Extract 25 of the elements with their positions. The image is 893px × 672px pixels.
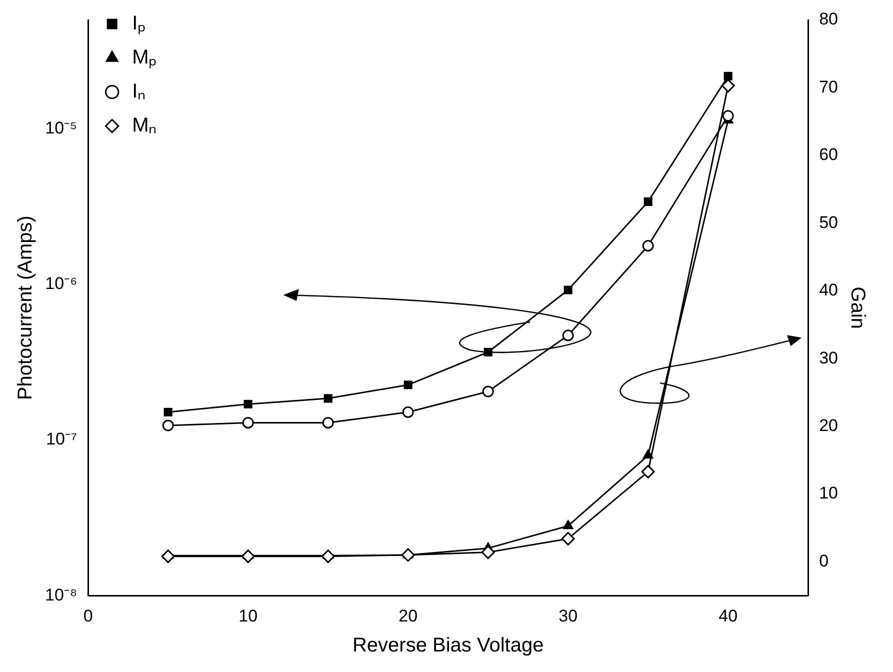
legend-label: Mₚ — [132, 46, 157, 69]
x-axis-title: Reverse Bias Voltage — [352, 634, 544, 657]
y-tick-label: 10⁻⁷ — [46, 430, 78, 449]
y2-tick-label: 10 — [819, 484, 838, 503]
y2-tick-label: 30 — [819, 348, 838, 368]
y-tick-label: 10⁻⁸ — [44, 585, 78, 604]
y2-tick-label: 60 — [819, 145, 838, 164]
y2-tick-label: 20 — [819, 416, 838, 435]
y-axis-title: Photocurrent (Amps) — [14, 216, 37, 400]
legend-label: Iₙ — [132, 80, 146, 103]
x-tick-label: 0 — [83, 606, 93, 626]
y2-tick-label: 50 — [819, 212, 838, 232]
legend-label: Iₚ — [132, 12, 146, 35]
y2-tick-label: 0 — [819, 551, 829, 570]
x-tick-label: 10 — [238, 606, 258, 626]
y2-tick-label: 80 — [819, 10, 838, 29]
x-tick-label: 30 — [558, 606, 578, 626]
y2-tick-label: 40 — [819, 280, 838, 300]
y2-axis-title: Gain — [846, 286, 868, 329]
legend-label: Mₙ — [132, 114, 157, 137]
y-tick-label: 10⁻⁵ — [45, 118, 78, 138]
x-tick-label: 20 — [398, 606, 418, 626]
y2-tick-label: 70 — [819, 77, 838, 96]
y-tick-label: 10⁻⁶ — [45, 274, 78, 294]
x-tick-label: 40 — [718, 606, 738, 626]
